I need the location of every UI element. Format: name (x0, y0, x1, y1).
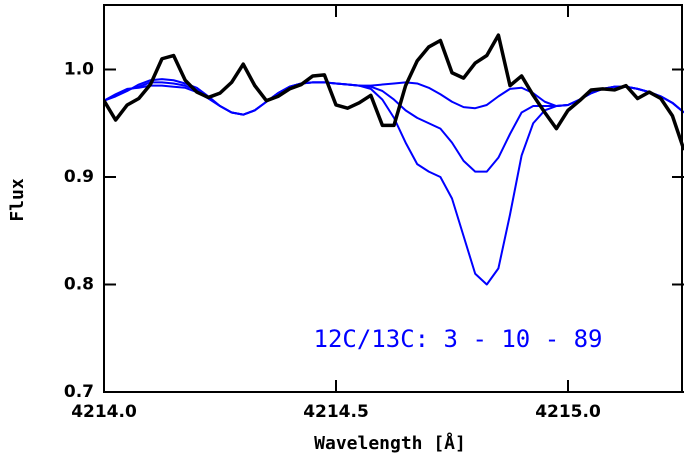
y-tick-label: 1.0 (64, 60, 94, 80)
y-tick-label: 0.9 (64, 167, 94, 187)
annotation: 12C/13C: 3 - 10 - 89 (314, 325, 603, 353)
y-tick-label: 0.8 (64, 275, 94, 295)
y-axis-label: Flux (7, 178, 28, 222)
x-tick-label: 4215.0 (535, 402, 601, 422)
x-axis-label: Wavelength [Å] (314, 431, 466, 454)
plot-area (104, 33, 684, 286)
x-tick-label: 4214.5 (303, 402, 369, 422)
y-tick-label: 0.7 (64, 382, 94, 402)
spectrum-line (104, 81, 684, 286)
plot-frame (103, 4, 683, 393)
x-tick-label: 4214.0 (71, 402, 137, 422)
spectrum-line (104, 33, 684, 151)
